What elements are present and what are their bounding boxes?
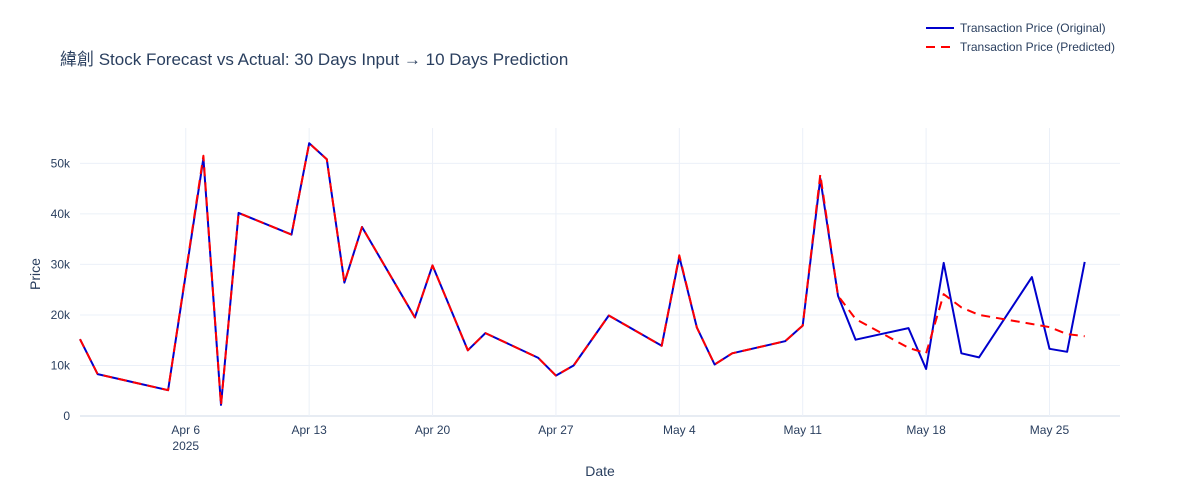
y-tick-label: 40k <box>51 207 71 221</box>
y-tick-label: 20k <box>51 308 71 322</box>
y-tick-label: 30k <box>51 257 71 271</box>
y-tick-label: 10k <box>51 358 71 372</box>
x-tick-sublabel: 2025 <box>172 439 199 453</box>
y-tick-label: 0 <box>63 409 70 423</box>
legend-item[interactable]: Transaction Price (Predicted) <box>926 40 1115 54</box>
x-tick-label: Apr 27 <box>538 423 574 437</box>
series-line-predicted[interactable] <box>79 142 1085 407</box>
chart-title: 緯創 Stock Forecast vs Actual: 30 Days Inp… <box>60 50 568 69</box>
grid-layer <box>80 128 1120 417</box>
x-tick-label: May 11 <box>783 423 822 437</box>
legend-label: Transaction Price (Original) <box>960 21 1106 35</box>
x-axis-ticks: Apr 6 2025 Apr 13 Apr 20 Apr 27 May 4 May 11 Ma… <box>171 423 1069 453</box>
legend-label: Transaction Price (Predicted) <box>960 40 1115 54</box>
legend[interactable]: Transaction Price (Original) Transaction … <box>926 21 1115 54</box>
x-axis-title: Date <box>585 463 615 479</box>
y-tick-label: 50k <box>51 156 71 170</box>
y-axis-ticks: 0 10k 20k 30k 40k 50k <box>51 156 71 423</box>
x-tick-label: May 4 <box>663 423 696 437</box>
x-tick-label: May 18 <box>906 423 946 437</box>
x-tick-label: Apr 20 <box>415 423 451 437</box>
y-axis-title: Price <box>27 258 43 290</box>
x-tick-label: Apr 13 <box>291 423 327 437</box>
legend-item[interactable]: Transaction Price (Original) <box>926 21 1106 35</box>
series-layer <box>79 142 1086 407</box>
x-tick-label: May 25 <box>1030 423 1070 437</box>
x-tick-label: Apr 6 <box>171 423 200 437</box>
